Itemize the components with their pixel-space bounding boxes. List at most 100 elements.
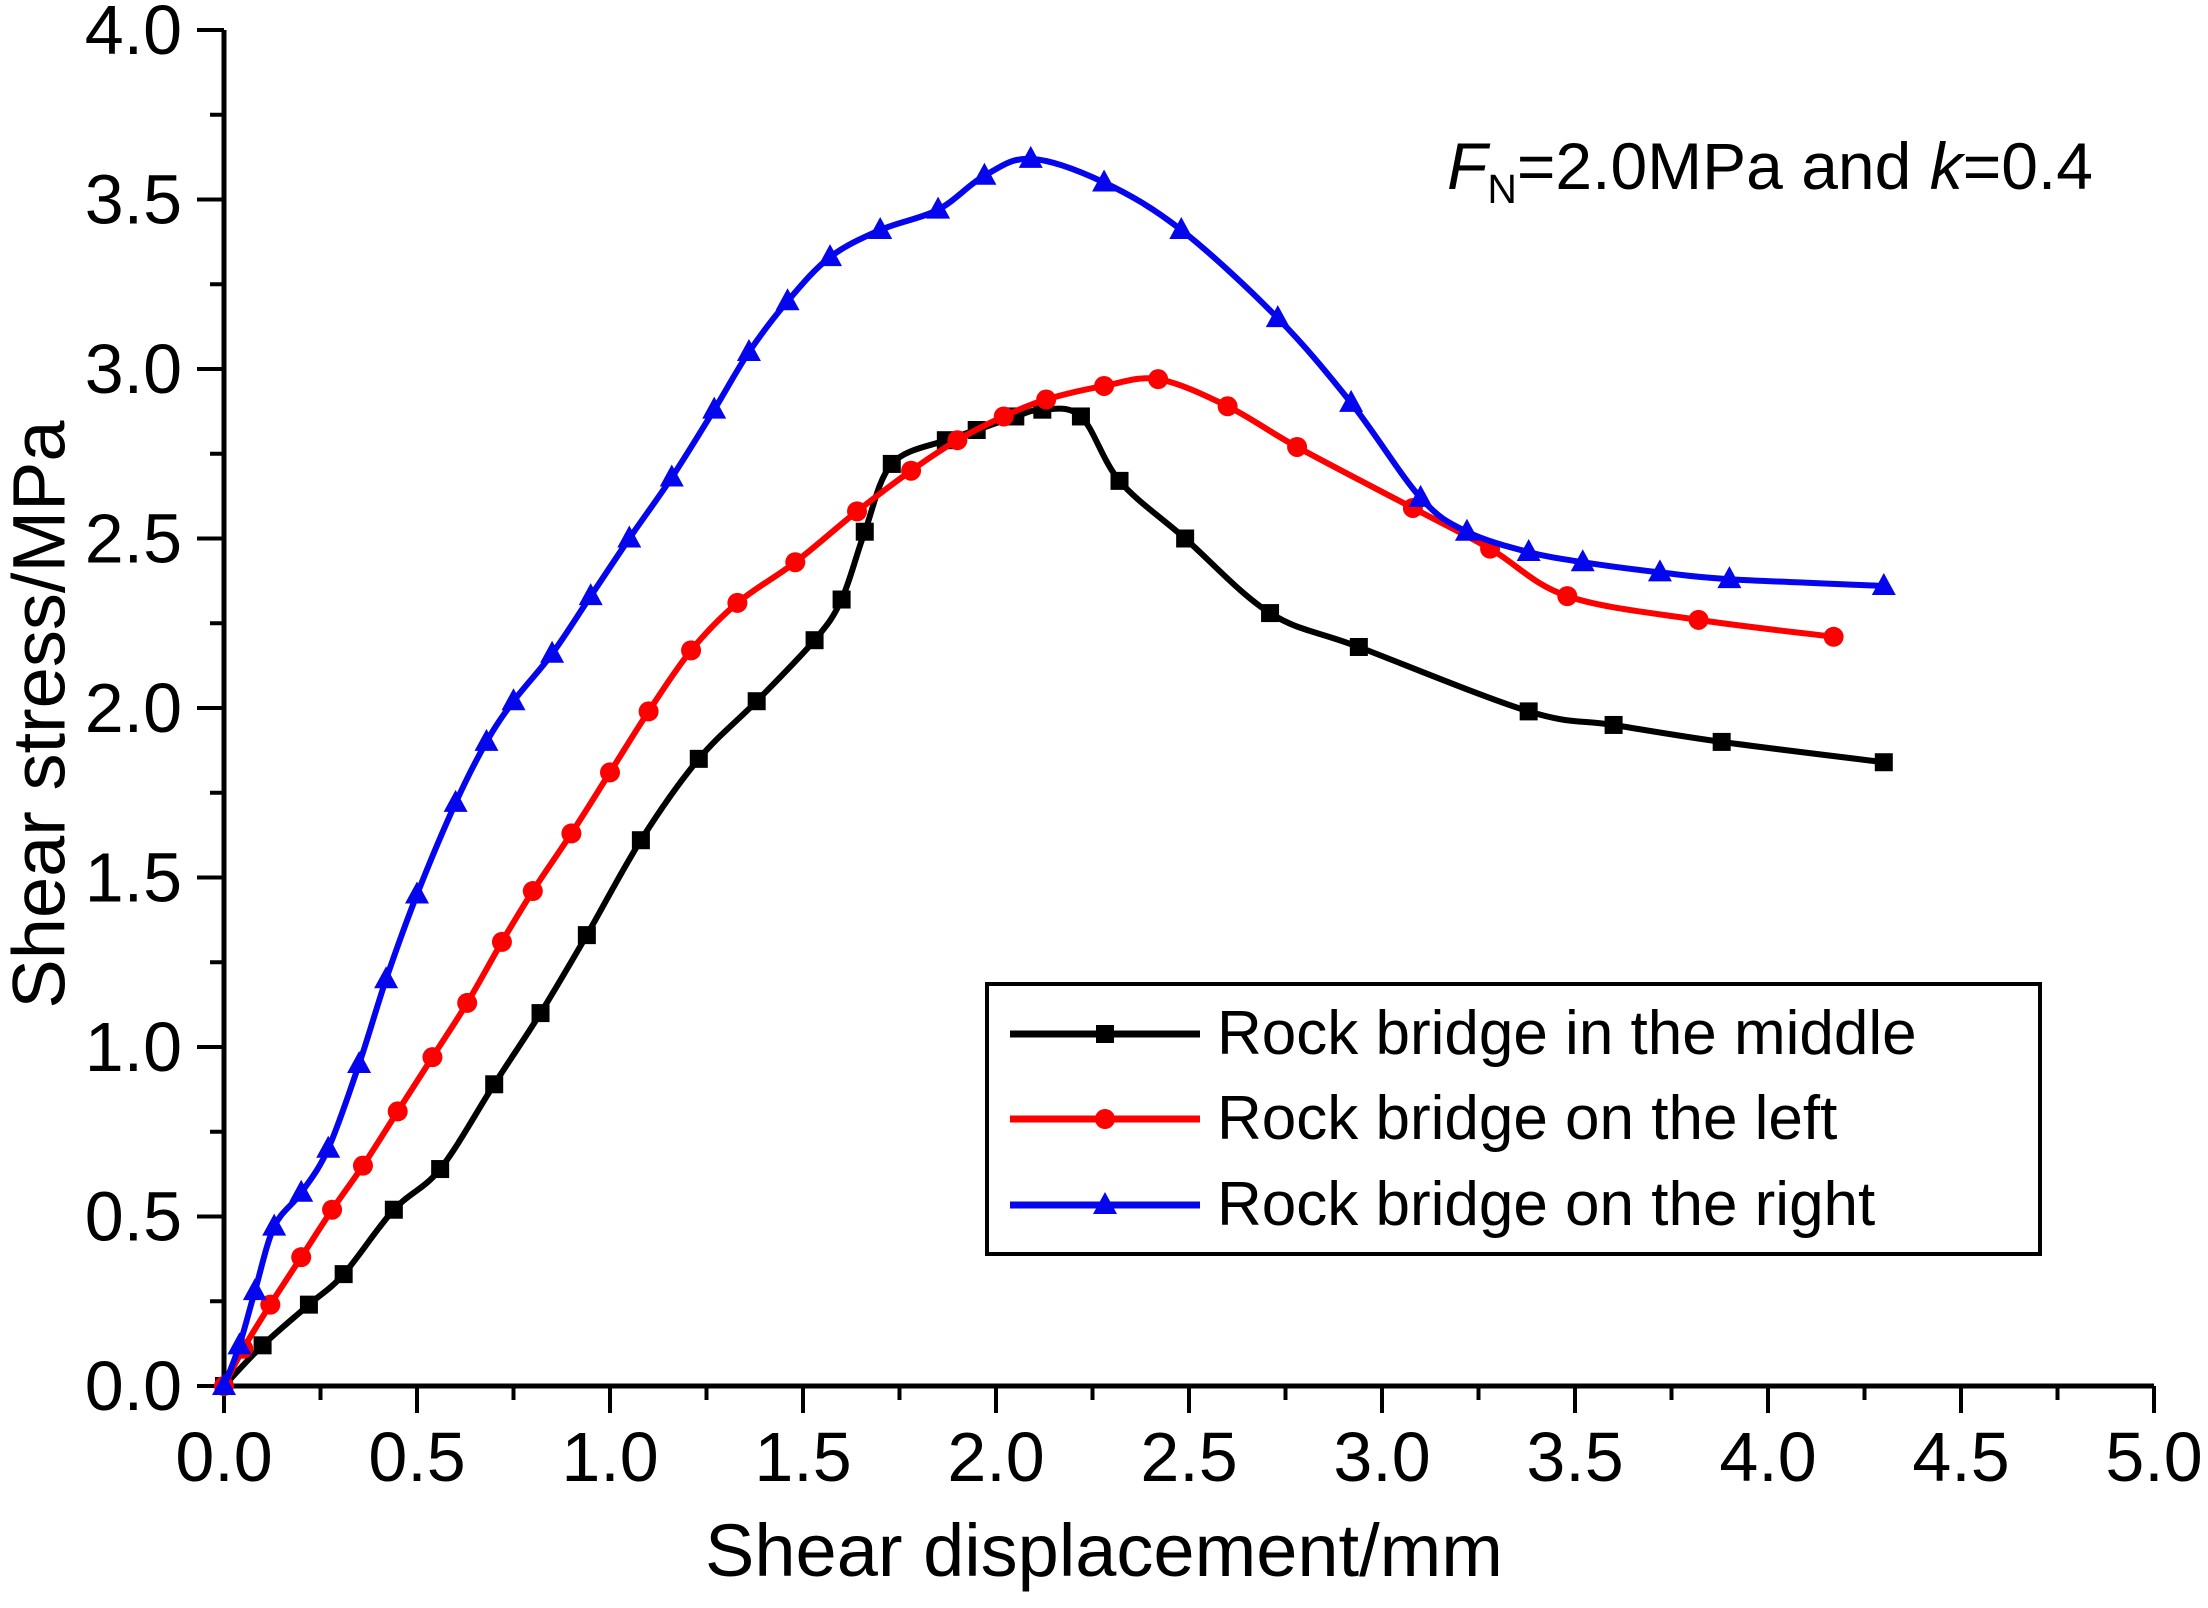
circle-marker	[457, 992, 478, 1013]
triangle-marker	[227, 1332, 252, 1355]
legend-item-right: Rock bridge on the right	[1005, 1163, 2038, 1247]
triangle-marker	[775, 288, 800, 311]
y-tick-label: 1.5	[85, 839, 182, 917]
triangle-marker	[578, 583, 603, 606]
square-marker	[334, 1265, 353, 1284]
triangle-marker	[1169, 217, 1194, 240]
annotation-text: FN=2.0MPa and k=0.4	[1330, 128, 2208, 213]
triangle-marker	[1092, 169, 1117, 192]
series-line	[221, 375, 1837, 1389]
square-marker	[1874, 753, 1893, 772]
triangle-marker	[474, 728, 499, 751]
circle-marker	[681, 640, 702, 661]
annotation-f-subscript: N	[1487, 166, 1517, 213]
triangle-marker	[659, 464, 684, 487]
square-marker	[485, 1075, 504, 1094]
annotation-k-symbol: k	[1929, 129, 1963, 203]
triangle-marker	[501, 688, 526, 711]
y-tick-label: 2.0	[85, 669, 182, 747]
legend-sample-black-square	[1010, 1024, 1200, 1043]
triangle-marker	[1717, 566, 1742, 589]
circle-marker	[352, 1155, 373, 1176]
circle-marker	[638, 701, 659, 722]
circle-marker	[785, 552, 806, 573]
legend-sample-red-circle	[1010, 1109, 1200, 1129]
triangle-marker	[617, 525, 642, 548]
y-tick-label: 0.0	[85, 1347, 182, 1425]
x-tick-label: 2.5	[1140, 1418, 1237, 1496]
square-marker	[882, 454, 901, 473]
circle-marker	[322, 1199, 343, 1220]
annotation-mid-text: =2.0MPa and	[1516, 129, 1930, 203]
square-marker	[531, 1004, 550, 1023]
triangle-marker	[1647, 559, 1672, 582]
y-tick-label: 2.5	[85, 500, 182, 578]
square-marker	[1110, 471, 1129, 490]
triangle-marker	[1265, 305, 1290, 328]
x-tick-label: 4.5	[1912, 1418, 2009, 1496]
x-tick-label: 3.0	[1333, 1418, 1430, 1496]
legend-item-middle: Rock bridge in the middle	[1005, 992, 2038, 1076]
series-1	[214, 369, 1844, 1396]
triangle-marker	[868, 217, 893, 240]
legend-box: Rock bridge in the middle Rock bridge on…	[985, 982, 2042, 1256]
triangle-marker	[1871, 572, 1896, 595]
triangle-marker	[1018, 145, 1043, 168]
x-tick-label: 3.5	[1526, 1418, 1623, 1496]
triangle-marker	[405, 881, 429, 904]
triangle-marker	[972, 162, 997, 185]
circle-marker	[947, 430, 968, 451]
circle-marker	[1217, 396, 1238, 417]
circle-marker	[291, 1247, 312, 1268]
circle-marker	[1095, 1109, 1115, 1129]
triangle-marker	[1570, 549, 1595, 572]
triangle-marker	[540, 640, 565, 663]
triangle-marker	[926, 196, 951, 219]
legend-sample-blue-triangle	[1010, 1191, 1200, 1214]
y-axis-title: Shear stress/MPa	[0, 420, 81, 1009]
square-marker	[1712, 732, 1731, 751]
square-marker	[1176, 529, 1195, 548]
x-axis-title: Shear displacement/mm	[705, 1509, 1503, 1592]
square-marker	[1096, 1024, 1114, 1043]
triangle-marker	[736, 339, 761, 362]
square-marker	[805, 631, 824, 650]
circle-marker	[1036, 389, 1057, 410]
circle-marker	[1688, 609, 1709, 630]
circle-marker	[1557, 586, 1578, 607]
x-tick-label: 1.0	[561, 1418, 658, 1496]
triangle-marker	[1093, 1191, 1117, 1214]
y-tick-label: 3.5	[85, 161, 182, 239]
y-tick-label: 4.0	[85, 0, 182, 69]
annotation-tail-text: =0.4	[1962, 129, 2093, 203]
square-marker	[747, 692, 766, 711]
square-marker	[855, 522, 874, 541]
square-marker	[1071, 407, 1090, 426]
x-tick-label: 5.0	[2105, 1418, 2202, 1496]
x-tick-label: 0.5	[368, 1418, 465, 1496]
annotation-f-symbol: F	[1447, 129, 1488, 203]
triangle-marker	[289, 1179, 314, 1202]
triangle-marker	[374, 966, 399, 989]
y-tick-label: 3.0	[85, 330, 182, 408]
square-marker	[631, 831, 650, 850]
triangle-marker	[1339, 389, 1364, 412]
legend-item-left: Rock bridge on the left	[1005, 1077, 2038, 1161]
circle-marker	[1094, 375, 1115, 396]
square-marker	[689, 749, 708, 768]
x-tick-label: 4.0	[1719, 1418, 1816, 1496]
triangle-marker	[1454, 518, 1479, 541]
square-marker	[1349, 637, 1368, 656]
circle-marker	[561, 823, 582, 844]
legend-label: Rock bridge on the right	[1217, 1169, 1876, 1239]
square-marker	[1519, 702, 1538, 721]
circle-marker	[600, 762, 620, 783]
circle-marker	[727, 592, 748, 613]
square-marker	[577, 926, 596, 945]
x-tick-label: 1.5	[754, 1418, 851, 1496]
circle-marker	[1823, 626, 1844, 647]
triangle-marker	[702, 396, 727, 419]
y-tick-label: 1.0	[85, 1008, 182, 1086]
x-tick-label: 2.0	[947, 1418, 1044, 1496]
